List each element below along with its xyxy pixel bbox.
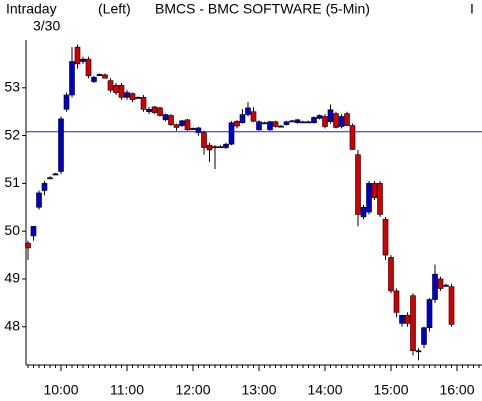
- candle-body: [415, 350, 422, 353]
- candle-body: [124, 92, 130, 98]
- header-side: (Left): [98, 1, 131, 17]
- chart-title: BMCS - BMC SOFTWARE (5-Min): [155, 1, 370, 17]
- candle-body: [234, 120, 240, 127]
- candle-body: [338, 116, 345, 127]
- candle-body: [272, 121, 279, 127]
- candle-body: [184, 119, 191, 131]
- candle-body: [432, 273, 438, 300]
- candle-body: [289, 120, 295, 123]
- candle-body: [140, 97, 147, 110]
- candle-body: [47, 177, 53, 180]
- candle-body: [437, 278, 444, 289]
- candle-body: [129, 93, 136, 101]
- candle-body: [190, 128, 196, 130]
- candle-body: [91, 76, 97, 82]
- candle-body: [168, 115, 174, 125]
- candle-body: [157, 107, 163, 116]
- candle-body: [151, 106, 158, 113]
- candle-body: [267, 121, 273, 131]
- candle-body: [245, 107, 251, 115]
- candle-body: [294, 119, 301, 123]
- candle-body: [371, 183, 378, 199]
- candle-body: [410, 295, 416, 351]
- candle-body: [107, 80, 114, 91]
- y-tick-label: 53: [4, 78, 20, 94]
- candle-body: [283, 121, 290, 125]
- candle-body: [223, 143, 229, 148]
- candle-body: [327, 109, 334, 123]
- candle-body: [217, 146, 224, 149]
- header-left: Intraday: [6, 1, 57, 17]
- candle-body: [201, 132, 207, 148]
- candle-body: [305, 121, 312, 124]
- candle-body: [173, 124, 180, 128]
- candle-body: [212, 146, 218, 149]
- candle-body: [261, 122, 268, 125]
- x-tick-label: 13:00: [241, 382, 276, 398]
- x-tick-label: 10:00: [43, 382, 78, 398]
- candle-body: [426, 299, 433, 329]
- candle-body: [52, 173, 59, 176]
- candle-body: [250, 111, 257, 122]
- y-tick-label: 51: [4, 174, 20, 190]
- candle-body: [58, 118, 64, 172]
- header-date: 3/30: [33, 18, 60, 34]
- y-tick-label: 50: [4, 222, 20, 238]
- candle-body: [195, 127, 202, 134]
- candle-body: [25, 242, 31, 249]
- candle-body: [311, 117, 317, 123]
- candle-body: [228, 122, 235, 145]
- x-tick-label: 11:00: [110, 382, 144, 398]
- candle-body: [355, 154, 361, 215]
- y-tick-label: 48: [4, 317, 20, 333]
- candle-body: [377, 183, 383, 215]
- candle-body: [74, 46, 81, 65]
- candle-body: [146, 109, 152, 112]
- x-tick-label: 14:00: [307, 382, 342, 398]
- candle-body: [30, 226, 37, 237]
- candle-body: [300, 121, 306, 124]
- candle-body: [393, 290, 400, 313]
- candle-body: [388, 257, 394, 292]
- candle-body: [366, 183, 372, 213]
- candle-body: [344, 113, 350, 126]
- candle-body: [96, 74, 103, 76]
- candle-body: [135, 97, 141, 99]
- candle-body: [102, 74, 108, 79]
- x-tick-label: 12:00: [175, 382, 210, 398]
- candle-body: [443, 284, 449, 287]
- header-right: I: [470, 1, 474, 17]
- candle-body: [360, 206, 367, 218]
- candle-body: [162, 114, 169, 121]
- candle-body: [36, 192, 42, 208]
- candle-body: [382, 218, 389, 256]
- candle-body: [63, 94, 70, 110]
- candle-body: [316, 115, 323, 119]
- candle-body: [85, 58, 92, 77]
- candle-body: [421, 327, 427, 345]
- candle-body: [333, 113, 339, 128]
- x-tick-label: 16:00: [439, 382, 474, 398]
- candle-body: [69, 61, 75, 96]
- candle-body: [404, 314, 411, 324]
- candle-body: [239, 114, 246, 123]
- candle-body: [256, 121, 262, 131]
- candle-body: [113, 85, 119, 93]
- candle-body: [41, 183, 48, 191]
- y-tick-label: 49: [4, 270, 20, 286]
- y-tick-label: 52: [4, 126, 20, 142]
- candle-body: [278, 125, 284, 128]
- candle-body: [399, 314, 405, 324]
- candle-body: [118, 85, 125, 98]
- candle-body: [448, 286, 455, 325]
- candle-body: [179, 120, 185, 126]
- x-tick-label: 15:00: [373, 382, 408, 398]
- candle-body: [206, 144, 213, 151]
- candle-body: [349, 125, 356, 150]
- candle-body: [322, 116, 328, 127]
- candle-body: [80, 58, 86, 62]
